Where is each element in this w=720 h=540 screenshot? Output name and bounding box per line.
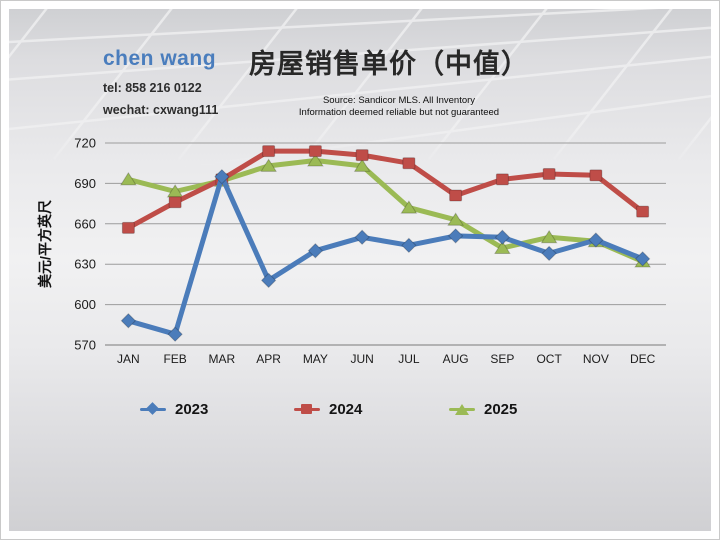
source-line-1: Source: Sandicor MLS. All Inventory (322, 95, 476, 106)
agent-wechat: wechat: cxwang111 (103, 103, 219, 117)
x-tick-label: MAR (209, 352, 236, 366)
marker-2023-NOV (588, 232, 604, 248)
marker-2023-AUG (447, 228, 464, 244)
x-tick-label: AUG (443, 352, 469, 366)
legend-triangle-icon (449, 402, 475, 416)
x-tick-label: JUN (350, 352, 373, 366)
agent-phone: tel: 858 216 0122 (103, 81, 202, 95)
x-tick-label: DEC (630, 352, 656, 366)
marker-2023-SEP (494, 229, 511, 245)
x-tick-label: FEB (163, 352, 186, 366)
x-tick-label: SEP (490, 352, 514, 366)
legend-label-2023: 2023 (175, 400, 209, 418)
x-tick-label: APR (256, 352, 281, 366)
marker-2024-AUG (449, 189, 463, 202)
source-line-2: Information deemed reliable but not guar… (298, 107, 500, 118)
marker-2024-JUN (355, 149, 369, 162)
marker-2024-NOV (589, 169, 603, 182)
marker-2025-APR (260, 158, 278, 172)
marker-2023-DEC (634, 251, 651, 267)
legend-diamond-icon (140, 402, 166, 416)
legend-label-2025: 2025 (484, 400, 518, 418)
source-note: Source: Sandicor MLS. All Inventory Info… (284, 95, 514, 119)
marker-2025-SEP (493, 240, 511, 255)
agent-name: chen wang (103, 47, 217, 70)
x-tick-label: NOV (583, 352, 609, 366)
y-tick-label: 720 (74, 136, 96, 151)
marker-2024-DEC (636, 205, 650, 218)
marker-2023-APR (260, 272, 277, 289)
y-tick-label: 570 (74, 338, 96, 353)
legend-item-2023: 2023 (140, 399, 208, 419)
y-tick-label: 660 (74, 216, 96, 231)
marker-2024-SEP (495, 173, 509, 186)
marker-2023-JUL (401, 237, 417, 254)
marker-2024-JUL (402, 157, 416, 170)
marker-2025-OCT (540, 229, 558, 244)
marker-2023-MAR (214, 168, 230, 185)
marker-2024-MAY (308, 145, 322, 158)
x-tick-label: OCT (536, 352, 562, 366)
marker-2023-OCT (541, 245, 557, 262)
series-line-2023 (125, 174, 646, 337)
marker-2023-MAY (307, 243, 324, 259)
marker-2023-JUN (354, 229, 370, 245)
marker-2024-APR (262, 145, 276, 158)
chart-title: 房屋销售单价（中值） (249, 49, 529, 79)
y-axis-title: 美元/平方英尺 (37, 200, 53, 288)
marker-2025-JUN (353, 158, 371, 172)
x-tick-label: MAY (303, 352, 328, 366)
marker-2025-JUL (400, 200, 418, 214)
marker-2023-FEB (167, 326, 183, 342)
y-tick-label: 630 (74, 257, 96, 272)
marker-2023-JAN (120, 313, 137, 329)
legend-item-2025: 2025 (449, 399, 517, 419)
marker-2025-JAN (119, 171, 137, 186)
legend-square-icon (294, 402, 320, 416)
y-tick-label: 600 (74, 297, 96, 312)
marker-2025-MAY (306, 153, 324, 167)
marker-2024-JAN (121, 221, 135, 234)
marker-2024-FEB (168, 196, 182, 209)
marker-2025-AUG (447, 212, 465, 226)
slide-background: chen wang tel: 858 216 0122 wechat: cxwa… (9, 9, 711, 531)
marker-2024-OCT (542, 167, 556, 180)
x-tick-label: JUL (398, 352, 420, 366)
price-line-chart: 570 600 630 660 690 720 JAN FEB MAR APR MAY JUN JUL A… (37, 136, 666, 366)
legend-item-2024: 2024 (294, 399, 362, 419)
series-line-2024 (125, 148, 646, 231)
legend-label-2024: 2024 (329, 400, 363, 418)
x-tick-label: JAN (117, 352, 140, 366)
y-tick-label: 690 (74, 176, 96, 191)
